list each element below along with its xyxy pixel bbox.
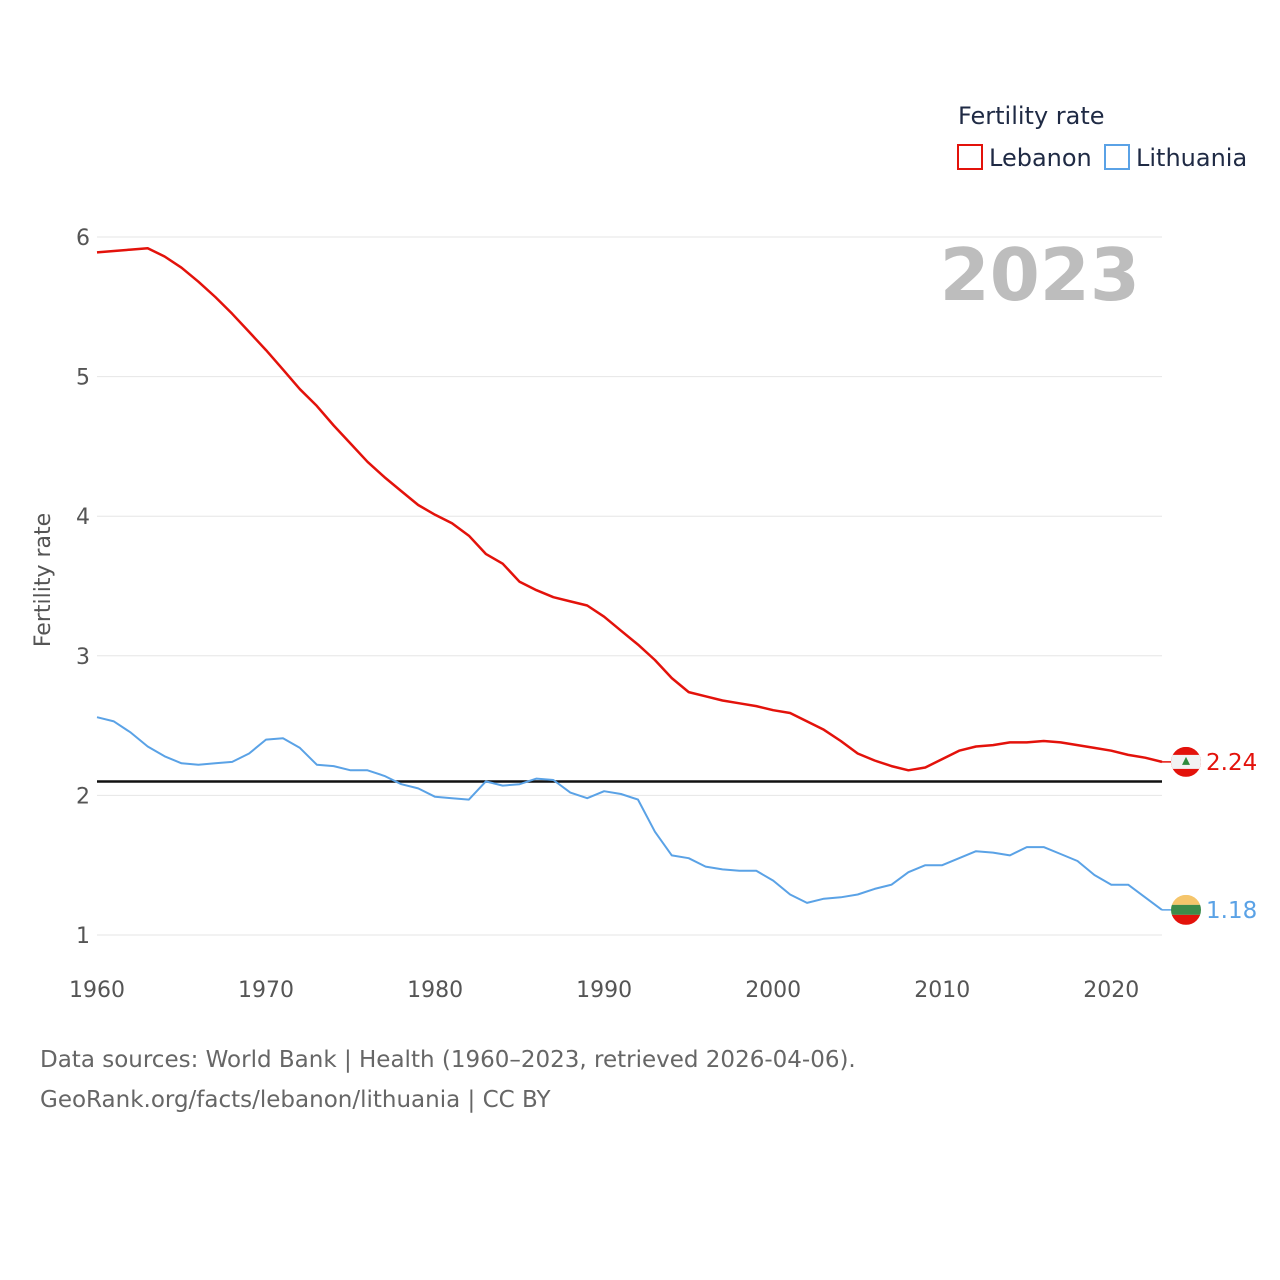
y-tick-label-2: 2 xyxy=(76,784,90,809)
y-axis-ticks: 1 2 3 4 5 6 xyxy=(76,226,90,949)
x-tick-label-1980: 1980 xyxy=(407,978,463,1003)
series-line-lithuania xyxy=(96,716,1163,911)
y-tick-label-6: 6 xyxy=(76,226,90,251)
legend: Fertility rate Lebanon Lithuania xyxy=(957,102,1247,172)
end-value-label-lithuania: 1.18 xyxy=(1206,898,1257,924)
x-tick-label-2010: 2010 xyxy=(914,978,970,1003)
data-sources-text: Data sources: World Bank | Health (1960–… xyxy=(40,1047,856,1073)
y-tick-label-4: 4 xyxy=(76,505,90,530)
footer: Data sources: World Bank | Health (1960–… xyxy=(40,1040,856,1120)
legend-item-lithuania[interactable]: Lithuania xyxy=(1104,144,1247,172)
end-value-label-lebanon: 2.24 xyxy=(1206,750,1257,776)
y-tick-label-5: 5 xyxy=(76,366,90,391)
x-tick-label-1960: 1960 xyxy=(69,978,125,1003)
x-axis-ticks: 1960 1970 1980 1990 2000 2010 2020 xyxy=(69,978,1139,1003)
series-line-lebanon xyxy=(96,246,1163,772)
series xyxy=(96,246,1163,911)
x-tick-label-1990: 1990 xyxy=(576,978,632,1003)
legend-item-lebanon[interactable]: Lebanon xyxy=(957,144,1092,172)
legend-title: Fertility rate xyxy=(958,102,1105,130)
x-tick-label-1970: 1970 xyxy=(238,978,294,1003)
year-label: 2023 xyxy=(940,233,1140,317)
legend-label-lithuania: Lithuania xyxy=(1136,144,1247,172)
gridlines xyxy=(97,236,1162,936)
legend-swatch-lithuania xyxy=(1104,144,1130,170)
lithuania-flag-icon xyxy=(1171,894,1201,925)
y-tick-label-1: 1 xyxy=(76,924,90,949)
y-tick-label-3: 3 xyxy=(76,645,90,670)
source-link[interactable]: GeoRank.org/facts/lebanon/lithuania | CC… xyxy=(40,1087,551,1113)
legend-label-lebanon: Lebanon xyxy=(989,144,1092,172)
end-markers: 2.24 1.18 xyxy=(1162,746,1257,925)
x-tick-label-2020: 2020 xyxy=(1083,978,1139,1003)
legend-swatch-lebanon xyxy=(957,144,983,170)
x-tick-label-2000: 2000 xyxy=(745,978,801,1003)
y-axis-title: Fertility rate xyxy=(31,513,56,647)
lebanon-flag-icon xyxy=(1171,746,1201,777)
